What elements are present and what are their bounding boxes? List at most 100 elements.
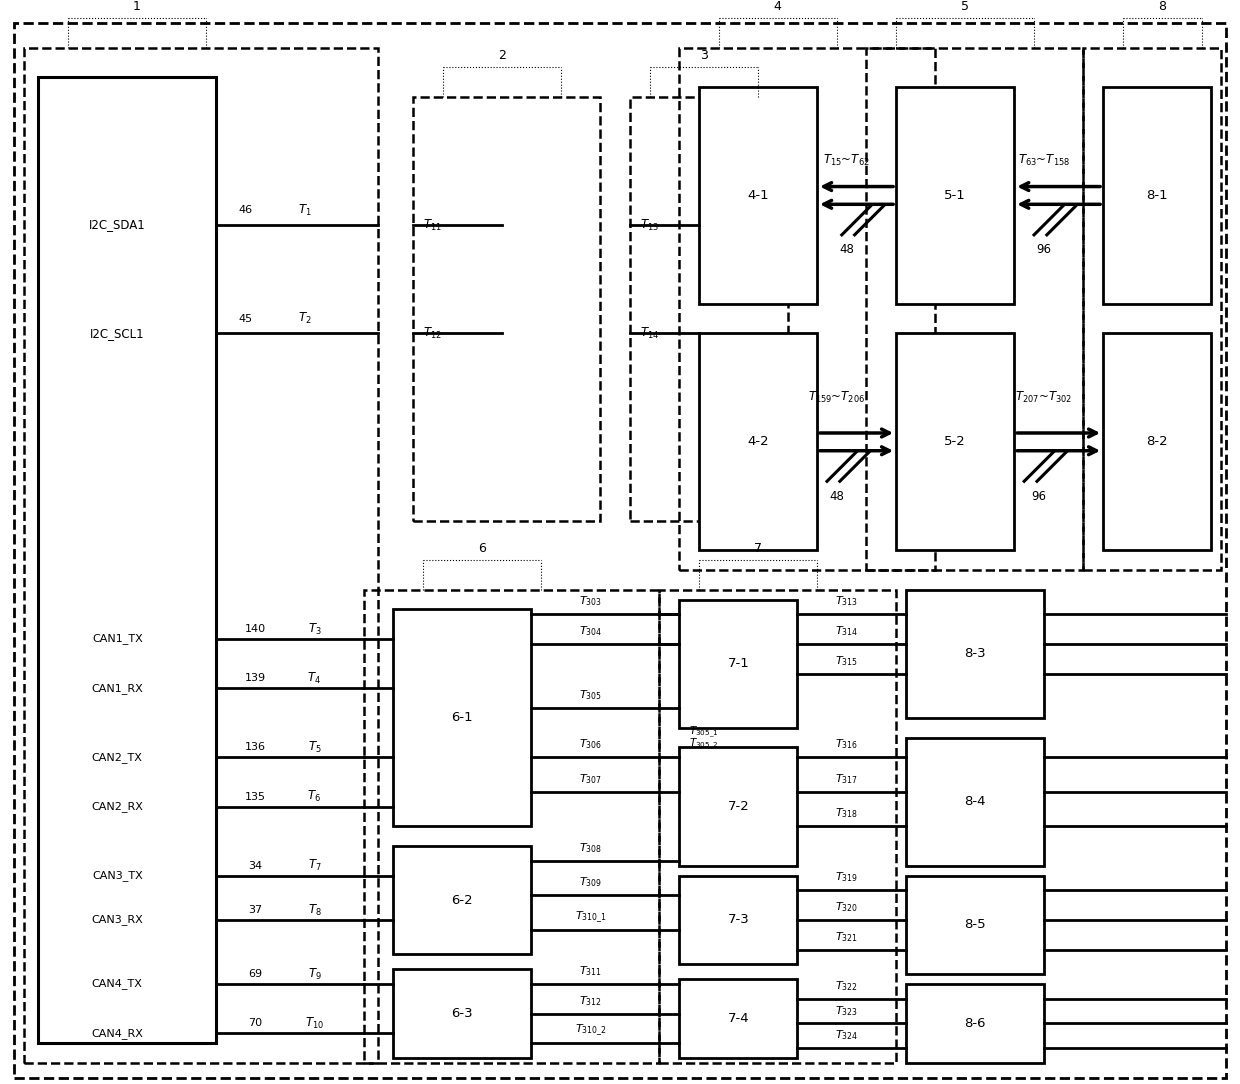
Text: $T_{304}$: $T_{304}$	[579, 624, 603, 638]
Text: 34: 34	[248, 861, 263, 870]
Text: 37: 37	[248, 905, 263, 915]
Text: $T_{315}$: $T_{315}$	[836, 654, 858, 668]
Text: $T_{323}$: $T_{323}$	[836, 1004, 858, 1018]
Text: $T_{317}$: $T_{317}$	[836, 772, 858, 786]
Bar	[680, 876, 797, 965]
Text: 6: 6	[479, 542, 486, 555]
Text: 8: 8	[1158, 0, 1166, 13]
Bar	[897, 87, 1014, 304]
Text: CAN2_TX: CAN2_TX	[92, 752, 143, 763]
Text: 48: 48	[830, 490, 844, 503]
Text: 5: 5	[961, 0, 968, 13]
Text: 140: 140	[244, 624, 265, 634]
Text: 7-1: 7-1	[728, 657, 749, 670]
Text: 136: 136	[244, 743, 265, 752]
Bar	[413, 96, 600, 520]
Text: 8-3: 8-3	[963, 647, 986, 660]
Text: $T_1$: $T_1$	[298, 203, 311, 218]
Text: 6-2: 6-2	[451, 893, 474, 906]
Text: 6-1: 6-1	[451, 711, 474, 724]
Bar	[897, 334, 1014, 551]
Bar	[1104, 87, 1211, 304]
Text: 6-3: 6-3	[451, 1007, 474, 1020]
Text: $T_9$: $T_9$	[308, 967, 321, 982]
Text: $T_{10}$: $T_{10}$	[305, 1016, 324, 1031]
Text: 45: 45	[238, 313, 253, 324]
Text: $T_{63}$~$T_{158}$: $T_{63}$~$T_{158}$	[1018, 153, 1070, 168]
Text: $T_{318}$: $T_{318}$	[836, 806, 858, 821]
Text: $T_{305\_2}$: $T_{305\_2}$	[689, 737, 719, 752]
Bar	[393, 609, 531, 826]
Bar	[680, 979, 797, 1058]
Text: $T_3$: $T_3$	[308, 621, 321, 636]
Bar	[699, 334, 817, 551]
Text: CAN3_TX: CAN3_TX	[92, 870, 143, 881]
Text: 8-4: 8-4	[965, 796, 986, 809]
Text: $T_{14}$: $T_{14}$	[640, 326, 658, 341]
Text: CAN1_TX: CAN1_TX	[92, 633, 143, 645]
Text: CAN4_TX: CAN4_TX	[92, 979, 143, 990]
Text: 8-2: 8-2	[1147, 436, 1168, 449]
Text: $T_{12}$: $T_{12}$	[423, 326, 441, 341]
Text: I2C_SCL1: I2C_SCL1	[91, 327, 145, 340]
Text: $T_{314}$: $T_{314}$	[835, 624, 858, 638]
Text: CAN1_RX: CAN1_RX	[92, 683, 143, 694]
Text: $T_{312}$: $T_{312}$	[579, 994, 601, 1008]
Text: $T_4$: $T_4$	[308, 671, 321, 686]
Text: 48: 48	[839, 243, 854, 256]
Bar	[699, 87, 817, 304]
Text: $T_{313}$: $T_{313}$	[836, 595, 858, 608]
Text: $T_{305}$: $T_{305}$	[579, 688, 601, 702]
Text: $T_{311}$: $T_{311}$	[579, 965, 601, 978]
Text: 139: 139	[244, 673, 265, 683]
Text: I2C_SDA1: I2C_SDA1	[89, 219, 145, 232]
Bar	[630, 96, 787, 520]
Bar	[680, 599, 797, 727]
Text: $T_{316}$: $T_{316}$	[836, 737, 858, 751]
Text: $T_{310\_2}$: $T_{310\_2}$	[574, 1022, 606, 1038]
Text: 2: 2	[497, 49, 506, 62]
Text: $T_{319}$: $T_{319}$	[836, 870, 858, 885]
Bar	[906, 876, 1044, 975]
Text: 69: 69	[248, 969, 263, 979]
Text: 135: 135	[244, 791, 265, 802]
Text: $T_8$: $T_8$	[308, 903, 321, 918]
Text: CAN4_RX: CAN4_RX	[92, 1028, 143, 1038]
Bar	[24, 48, 378, 1063]
Text: 7-3: 7-3	[728, 914, 749, 927]
Text: 8-1: 8-1	[1147, 189, 1168, 202]
Text: 7-4: 7-4	[728, 1012, 749, 1025]
Bar	[1104, 334, 1211, 551]
Text: $T_6$: $T_6$	[308, 789, 321, 804]
Text: $T_{322}$: $T_{322}$	[836, 979, 858, 993]
Text: CAN2_RX: CAN2_RX	[92, 801, 143, 812]
Text: $T_5$: $T_5$	[308, 740, 321, 754]
Bar	[660, 590, 897, 1063]
Text: 7-2: 7-2	[728, 800, 749, 813]
Text: 96: 96	[1037, 243, 1052, 256]
Text: $T_2$: $T_2$	[298, 311, 311, 326]
Text: $T_{11}$: $T_{11}$	[423, 218, 441, 233]
Bar	[393, 969, 531, 1058]
Text: 8-5: 8-5	[963, 918, 986, 931]
Bar	[680, 48, 935, 570]
Text: 4: 4	[774, 0, 781, 13]
Text: 96: 96	[1032, 490, 1047, 503]
Bar	[38, 77, 216, 1043]
Text: 5-1: 5-1	[945, 189, 966, 202]
Text: CAN3_RX: CAN3_RX	[92, 915, 143, 926]
Text: 4-2: 4-2	[748, 436, 769, 449]
Text: $T_{324}$: $T_{324}$	[835, 1029, 858, 1042]
Text: 7: 7	[754, 542, 763, 555]
Bar	[906, 737, 1044, 866]
Text: 1: 1	[133, 0, 141, 13]
Text: $T_{303}$: $T_{303}$	[579, 595, 601, 608]
Text: $T_{320}$: $T_{320}$	[836, 900, 858, 914]
Text: $T_{15}$~$T_{62}$: $T_{15}$~$T_{62}$	[823, 153, 870, 168]
Text: $T_{306}$: $T_{306}$	[579, 737, 601, 751]
Text: $T_7$: $T_7$	[308, 859, 321, 874]
Text: 46: 46	[238, 205, 253, 216]
Bar	[906, 590, 1044, 718]
Bar	[906, 984, 1044, 1063]
Text: $T_{159}$~$T_{206}$: $T_{159}$~$T_{206}$	[808, 390, 866, 405]
